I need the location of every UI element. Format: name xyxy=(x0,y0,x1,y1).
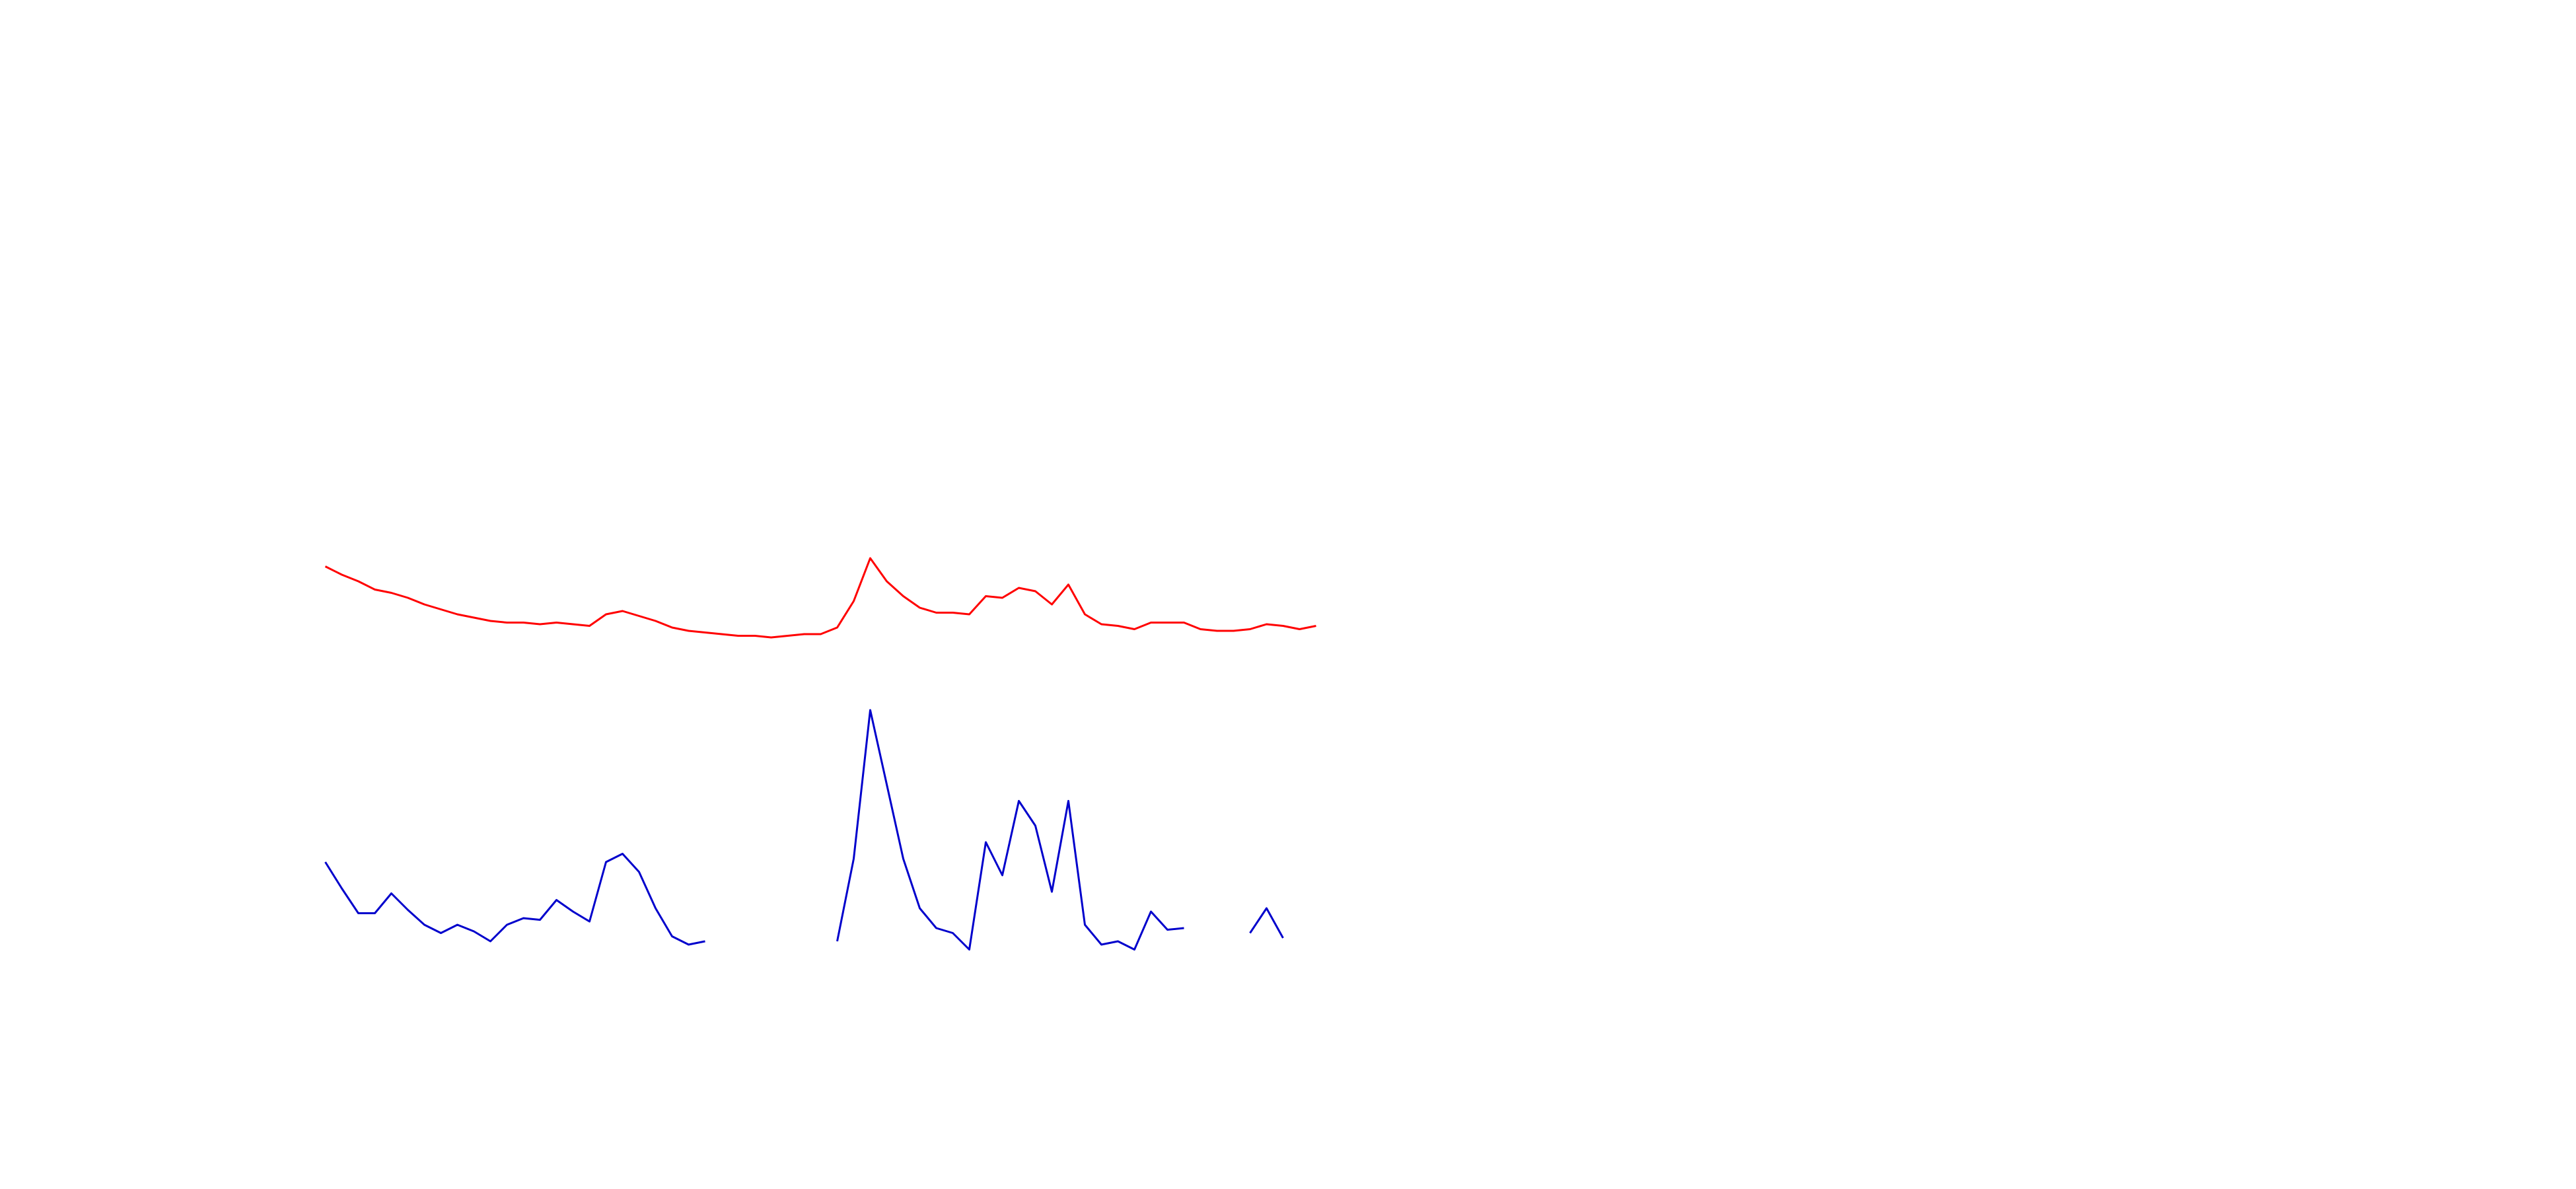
line-series xyxy=(326,710,1316,950)
line-series xyxy=(324,557,1316,639)
